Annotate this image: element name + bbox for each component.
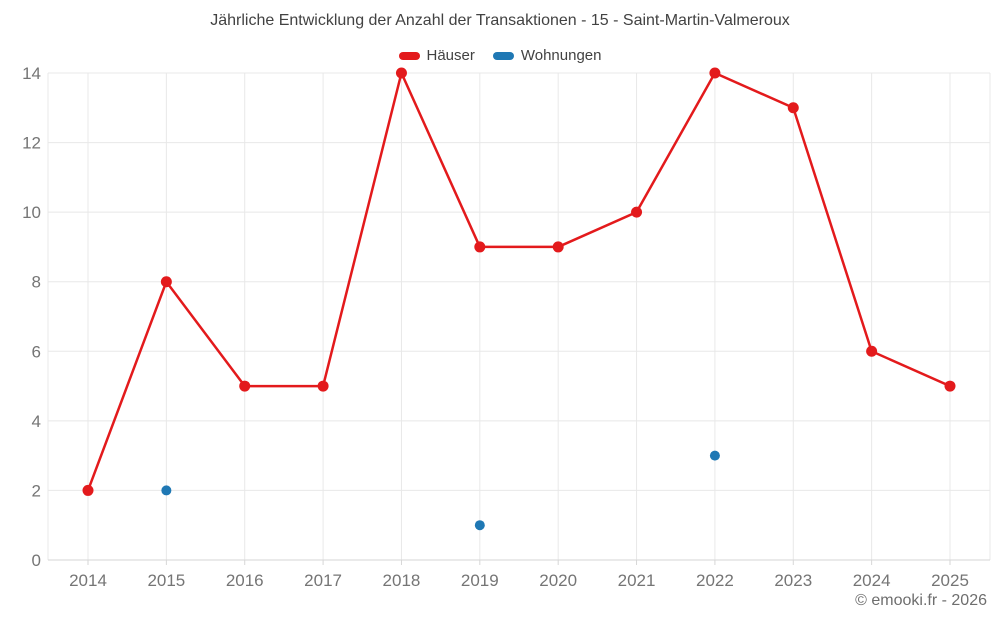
chart-legend: Häuser Wohnungen — [0, 47, 1000, 64]
legend-swatch-wohnungen-icon — [492, 51, 514, 60]
y-tick-label: 12 — [22, 134, 41, 153]
legend-label-haeuser: Häuser — [426, 47, 475, 64]
series-line-häuser — [86, 71, 951, 491]
x-tick-label: 2024 — [853, 571, 891, 590]
x-tick-label: 2023 — [774, 571, 812, 590]
x-tick-label: 2014 — [69, 571, 107, 590]
data-point-häuser-2025[interactable] — [944, 380, 956, 392]
series-häuser — [82, 67, 956, 496]
y-tick-label: 8 — [32, 273, 41, 292]
data-point-häuser-2016[interactable] — [239, 380, 251, 392]
x-tick-label: 2022 — [696, 571, 734, 590]
data-point-wohnungen-2022[interactable] — [709, 450, 720, 461]
data-point-häuser-2020[interactable] — [552, 241, 564, 253]
y-tick-label: 14 — [22, 64, 41, 83]
legend-item-haeuser[interactable]: Häuser — [398, 47, 475, 64]
y-tick-label: 4 — [32, 412, 41, 431]
data-point-häuser-2023[interactable] — [787, 102, 799, 114]
legend-item-wohnungen[interactable]: Wohnungen — [492, 47, 602, 64]
x-tick-label: 2021 — [618, 571, 656, 590]
gridlines — [47, 72, 991, 560]
legend-swatch-haeuser-icon — [398, 51, 420, 60]
x-axis-labels: 2014 2015 2016 2017 2018 2019 2020 2021 2022 2023… — [69, 571, 969, 590]
series-wohnungen — [161, 450, 720, 531]
x-tick-label: 2018 — [383, 571, 421, 590]
x-tick-label: 2015 — [147, 571, 185, 590]
data-point-häuser-2015[interactable] — [160, 276, 172, 288]
x-tick-label: 2016 — [226, 571, 264, 590]
x-tick-label: 2020 — [539, 571, 577, 590]
data-point-häuser-2019[interactable] — [474, 241, 486, 253]
data-point-häuser-2022[interactable] — [709, 67, 721, 79]
chart-title: Jährliche Entwicklung der Anzahl der Tra… — [210, 12, 790, 29]
y-tick-label: 6 — [32, 342, 41, 361]
x-tick-label: 2019 — [461, 571, 499, 590]
x-tick-label: 2017 — [304, 571, 342, 590]
data-point-häuser-2021[interactable] — [631, 206, 643, 218]
data-point-häuser-2017[interactable] — [317, 380, 329, 392]
y-tick-label: 2 — [32, 481, 41, 500]
data-point-häuser-2024[interactable] — [866, 345, 878, 357]
data-point-häuser-2018[interactable] — [395, 67, 407, 79]
data-point-häuser-2014[interactable] — [82, 484, 94, 496]
x-axis — [48, 559, 990, 565]
legend-label-wohnungen: Wohnungen — [520, 47, 602, 64]
x-tick-label: 2025 — [931, 571, 969, 590]
y-axis-labels: 0 2 4 6 8 10 12 14 — [22, 64, 41, 570]
data-point-wohnungen-2019[interactable] — [474, 520, 485, 531]
data-point-wohnungen-2015[interactable] — [161, 485, 172, 496]
y-tick-label: 10 — [22, 203, 41, 222]
y-tick-label: 0 — [32, 551, 41, 570]
copyright-footer: © emooki.fr - 2026 — [855, 592, 987, 609]
